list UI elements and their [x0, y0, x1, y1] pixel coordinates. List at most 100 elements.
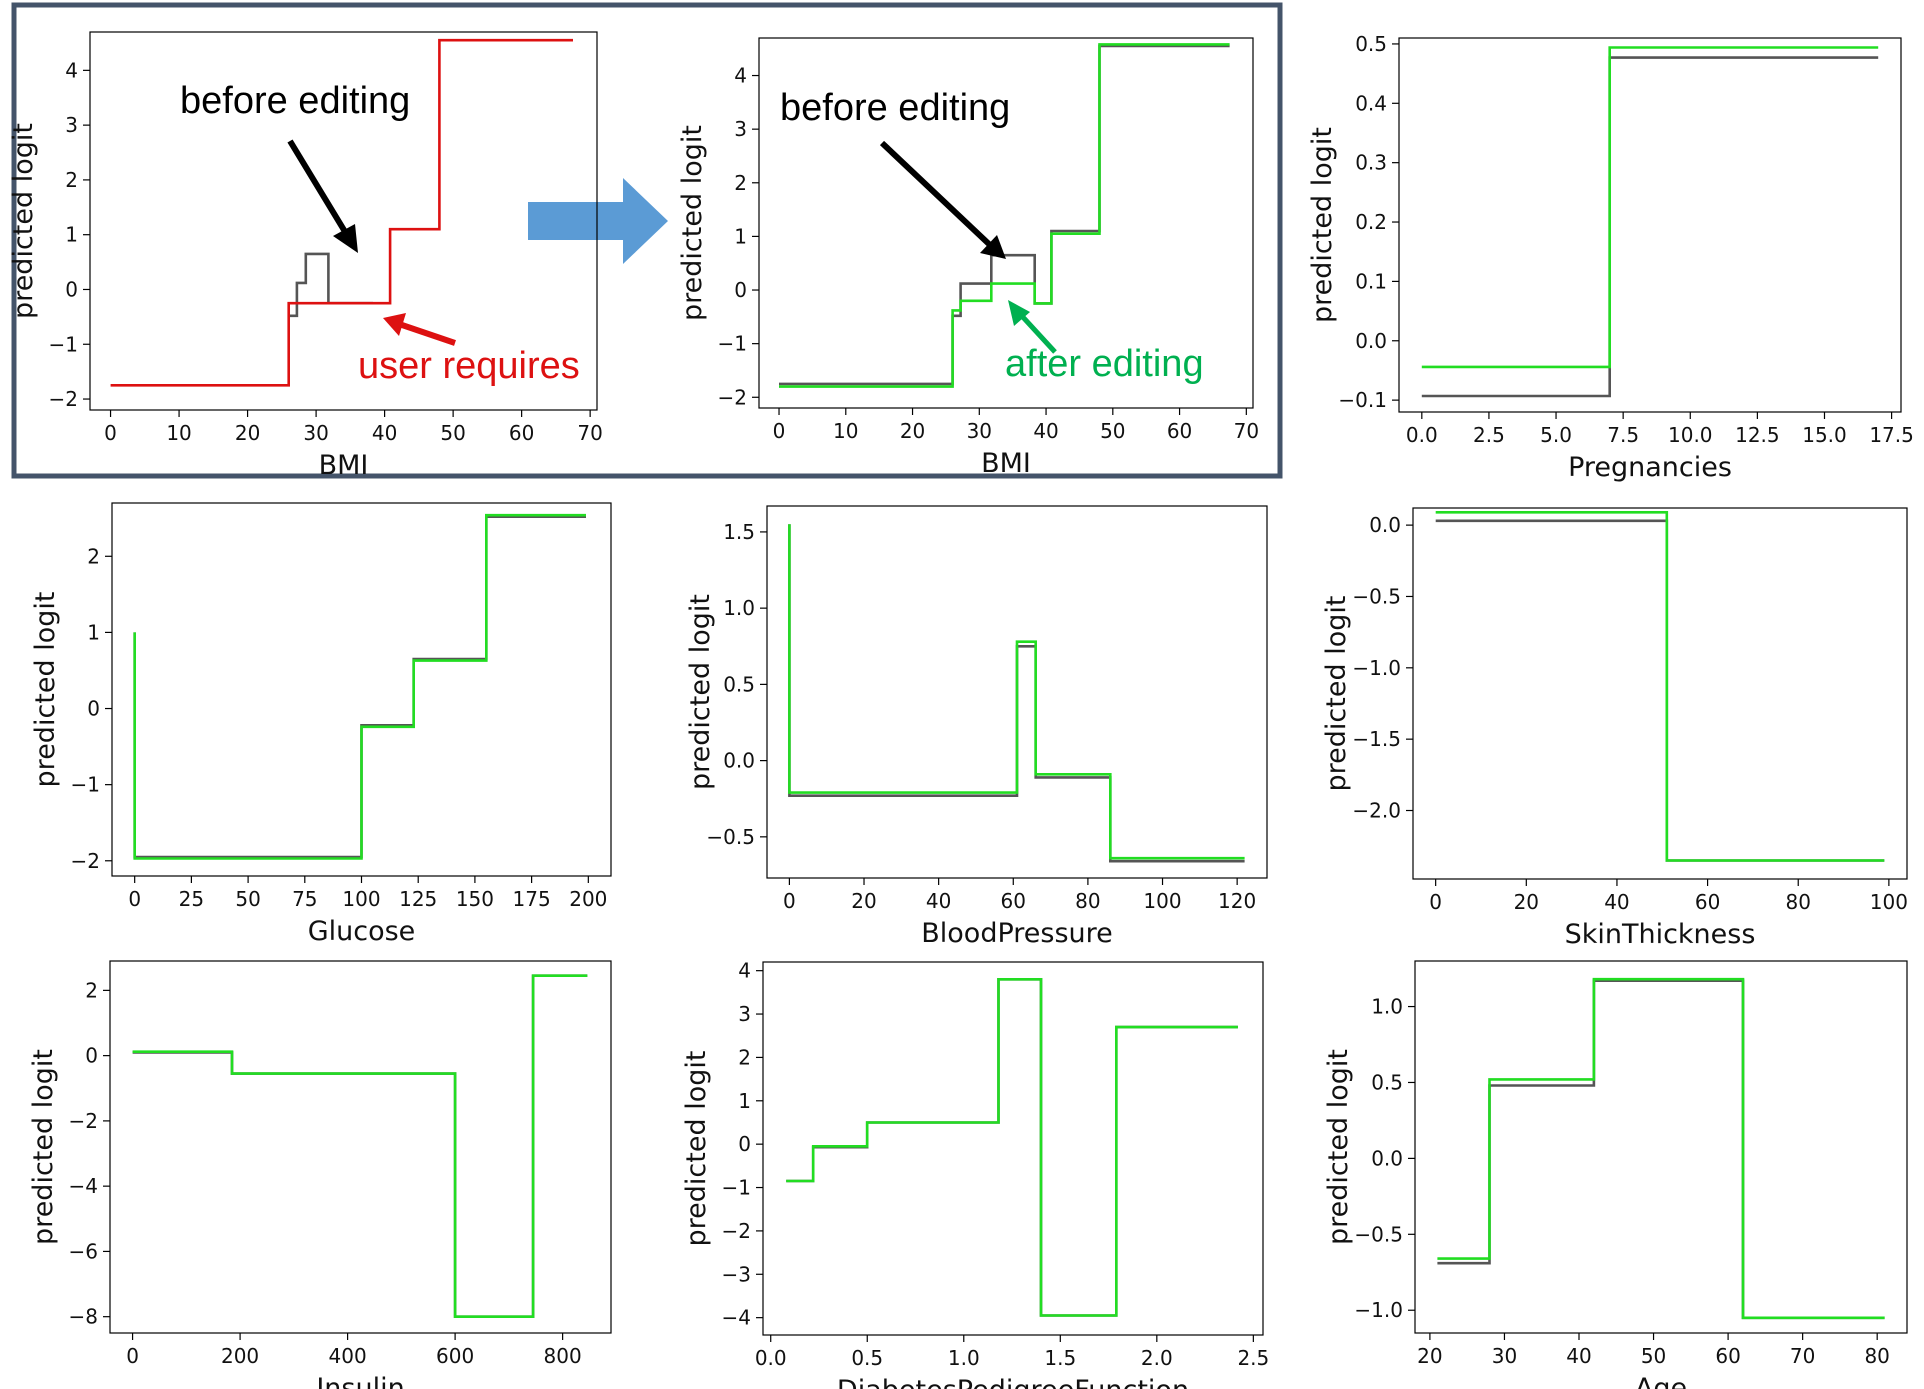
x-tick-label-age-6: 80	[1864, 1344, 1889, 1368]
x-tick-label-bloodpressure-6: 120	[1218, 889, 1256, 913]
x-tick-label-dpf-4: 2.0	[1141, 1346, 1173, 1370]
y-tick-label-dpf-0: −4	[722, 1306, 751, 1330]
y-tick-label-bmi_edited-2: 0	[734, 278, 747, 302]
x-tick-label-pregnancies-7: 17.5	[1869, 423, 1914, 447]
chart-panel-dpf: 0.0 0.5 1.0 1.5 2.0 2.5 −4 −3 −2 −1 0 1 2 3 4 DiabetesP…	[681, 959, 1269, 1389]
series-line-insulin-1	[132, 974, 588, 1318]
y-tick-label-dpf-2: −2	[722, 1219, 751, 1243]
y-tick-label-pregnancies-0: −0.1	[1338, 388, 1387, 412]
x-tick-label-bloodpressure-5: 100	[1143, 889, 1181, 913]
plot-frame-dpf	[762, 961, 1264, 1336]
chart-panel-bmi_edited: 0 10 20 30 40 50 60 70 −2 −1 0 1 2 3 4 BMI predicted log…	[677, 37, 1259, 479]
x-tick-label-skinthickness-4: 80	[1786, 890, 1811, 914]
x-tick-label-bloodpressure-4: 80	[1075, 889, 1100, 913]
x-tick-label-bloodpressure-3: 60	[1001, 889, 1026, 913]
y-tick-label-bmi_user-2: 0	[65, 277, 78, 301]
series-line-pregnancies-0	[1421, 56, 1879, 398]
before-editing-arrow-1-head	[333, 224, 358, 253]
y-tick-label-glucose-1: −1	[71, 773, 100, 797]
x-tick-label-age-0: 20	[1417, 1344, 1442, 1368]
x-tick-label-age-2: 40	[1566, 1344, 1591, 1368]
y-tick-label-dpf-5: 1	[738, 1089, 751, 1113]
y-tick-label-age-0: −1.0	[1354, 1298, 1403, 1322]
plot-frame-pregnancies	[1398, 37, 1902, 413]
y-tick-label-age-2: 0.0	[1371, 1146, 1403, 1170]
y-tick-label-pregnancies-5: 0.4	[1355, 91, 1387, 115]
x-tick-label-pregnancies-2: 5.0	[1540, 423, 1572, 447]
plot-frame-age	[1414, 960, 1908, 1334]
y-tick-label-pregnancies-4: 0.3	[1355, 151, 1387, 175]
x-tick-label-bmi_edited-6: 60	[1167, 419, 1192, 443]
series-line-age-1	[1437, 977, 1885, 1320]
y-tick-label-pregnancies-3: 0.2	[1355, 210, 1387, 234]
x-axis-label-age: Age	[1635, 1373, 1687, 1389]
x-tick-label-skinthickness-2: 40	[1604, 890, 1629, 914]
x-tick-label-pregnancies-0: 0.0	[1406, 423, 1438, 447]
x-tick-label-bmi_user-1: 10	[166, 421, 191, 445]
y-tick-label-dpf-4: 0	[738, 1132, 751, 1156]
x-tick-label-bmi_user-0: 0	[104, 421, 117, 445]
x-axis-label-glucose: Glucose	[308, 916, 416, 947]
x-tick-label-glucose-2: 50	[235, 887, 260, 911]
series-line-glucose-1	[133, 513, 586, 860]
y-tick-label-skinthickness-1: −1.5	[1352, 727, 1401, 751]
y-axis-label-age: predicted logit	[1323, 1049, 1354, 1245]
x-tick-label-dpf-1: 0.5	[851, 1346, 883, 1370]
y-axis-label-glucose: predicted logit	[30, 592, 61, 788]
highlight-frame	[11, 2, 1283, 479]
y-tick-label-bmi_edited-5: 3	[734, 117, 747, 141]
x-tick-label-bmi_edited-7: 70	[1234, 419, 1259, 443]
y-tick-label-skinthickness-0: −2.0	[1352, 799, 1401, 823]
y-tick-label-insulin-3: −2	[69, 1109, 98, 1133]
y-axis-label-pregnancies: predicted logit	[1307, 127, 1338, 323]
x-tick-label-bloodpressure-0: 0	[783, 889, 796, 913]
y-tick-label-bmi_edited-0: −2	[718, 385, 747, 409]
x-tick-label-glucose-6: 150	[456, 887, 494, 911]
x-tick-label-insulin-4: 800	[544, 1344, 582, 1368]
x-tick-label-skinthickness-5: 100	[1870, 890, 1908, 914]
x-tick-label-skinthickness-0: 0	[1429, 890, 1442, 914]
chart-panel-bloodpressure: 0 20 40 60 80 100 120 −0.5 0.0 0.5 1.0 1.5 BloodPres…	[685, 505, 1268, 949]
after-editing-arrow-head	[1008, 300, 1030, 326]
series-line-age-0	[1437, 979, 1885, 1320]
x-tick-label-bmi_edited-1: 10	[833, 419, 858, 443]
y-tick-label-skinthickness-2: −1.0	[1352, 656, 1401, 680]
y-tick-label-pregnancies-6: 0.5	[1355, 32, 1387, 56]
chart-panel-age: 20 30 40 50 60 70 80 −1.0 −0.5 0.0 0.5 1.0 Age predic…	[1323, 960, 1908, 1389]
after-editing-arrow	[1019, 313, 1057, 354]
y-tick-label-bmi_user-3: 1	[65, 223, 78, 247]
y-tick-label-bmi_user-6: 4	[65, 58, 78, 82]
x-tick-label-age-1: 30	[1492, 1344, 1517, 1368]
x-tick-label-glucose-5: 125	[399, 887, 437, 911]
y-tick-label-bloodpressure-4: 1.5	[723, 520, 755, 544]
user-requires-arrow	[401, 322, 456, 346]
series-line-skinthickness-1	[1435, 510, 1885, 862]
y-tick-label-dpf-8: 4	[738, 959, 751, 983]
y-tick-label-glucose-4: 2	[87, 544, 100, 568]
y-tick-label-pregnancies-1: 0.0	[1355, 329, 1387, 353]
y-tick-label-insulin-0: −8	[69, 1305, 98, 1329]
x-tick-label-bmi_user-5: 50	[440, 421, 465, 445]
x-tick-label-bmi_user-7: 70	[577, 421, 602, 445]
x-axis-label-bmi_user: BMI	[319, 450, 369, 481]
y-tick-label-bmi_user-5: 3	[65, 113, 78, 137]
y-tick-label-dpf-7: 3	[738, 1002, 751, 1026]
x-tick-label-age-3: 50	[1641, 1344, 1666, 1368]
y-tick-label-insulin-4: 0	[85, 1044, 98, 1068]
y-tick-label-skinthickness-4: 0.0	[1369, 513, 1401, 537]
y-axis-label-bloodpressure: predicted logit	[685, 594, 716, 790]
x-tick-label-glucose-8: 200	[569, 887, 607, 911]
x-tick-label-glucose-1: 25	[179, 887, 204, 911]
series-line-bloodpressure-1	[788, 524, 1245, 860]
y-tick-label-bloodpressure-2: 0.5	[723, 672, 755, 696]
x-tick-label-bmi_user-4: 40	[372, 421, 397, 445]
y-tick-label-insulin-2: −4	[69, 1174, 98, 1198]
x-tick-label-bmi_edited-0: 0	[773, 419, 786, 443]
plot-frame-bloodpressure	[766, 505, 1268, 879]
y-tick-label-insulin-1: −6	[69, 1239, 98, 1263]
x-tick-label-pregnancies-4: 10.0	[1668, 423, 1713, 447]
chart-panel-bmi_user: 0 10 20 30 40 50 60 70 −2 −1 0 1 2 3 4 BMI predicted log…	[8, 31, 603, 481]
series-line-bmi_user-0	[288, 252, 373, 318]
